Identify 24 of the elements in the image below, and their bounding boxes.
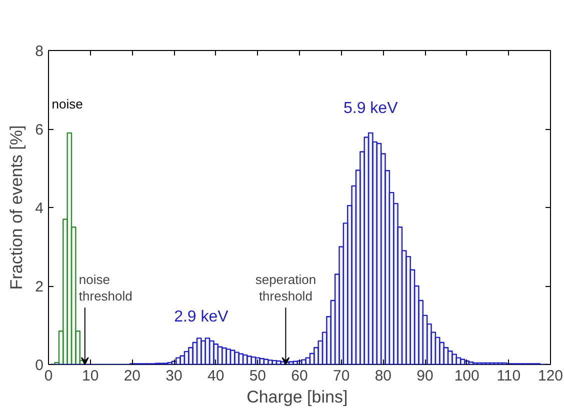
annotation: 5.9 keV	[343, 100, 398, 118]
y-tick-label: 6	[35, 122, 44, 138]
annotation: 2.9 keV	[174, 308, 229, 326]
y-tick-label: 0	[35, 357, 44, 374]
x-tick-label: 40	[207, 368, 224, 384]
x-axis-title: Charge [bins]	[246, 388, 348, 406]
annotation: noise threshold	[78, 272, 132, 304]
x-tick-label: 120	[538, 368, 564, 384]
x-tick-label: 80	[374, 368, 392, 384]
annotation: seperation threshold	[255, 272, 316, 304]
x-tick-label: 110	[496, 368, 521, 384]
y-tick-label: 4	[35, 200, 44, 217]
x-tick-label: 10	[82, 368, 99, 384]
x-tick-label: 50	[249, 368, 266, 384]
y-tick-label: 8	[35, 43, 44, 60]
x-tick-label: 100	[454, 368, 480, 384]
y-axis-title: Fraction of events [%]	[7, 125, 26, 290]
y-tick-label: 2	[35, 278, 44, 296]
x-tick-label: 90	[416, 368, 434, 384]
x-tick-label: 60	[291, 368, 308, 384]
x-tick-label: 20	[124, 368, 141, 384]
x-tick-label: 30	[166, 368, 182, 384]
x-tick-label: 70	[332, 368, 350, 384]
series-label: noise	[52, 96, 83, 112]
